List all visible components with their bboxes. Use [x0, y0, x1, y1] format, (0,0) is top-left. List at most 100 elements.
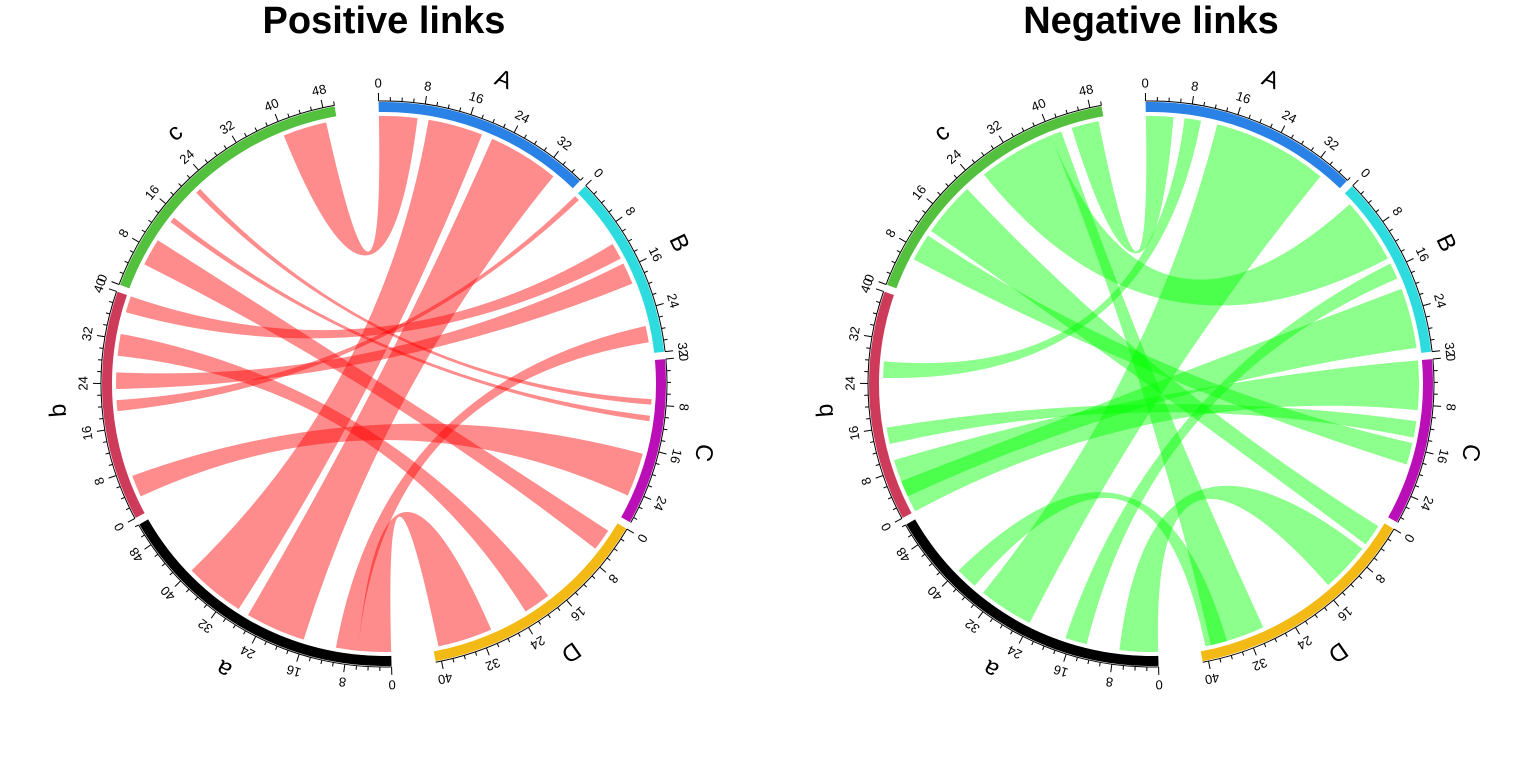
tick-mark	[547, 614, 551, 619]
tick-mark	[1010, 630, 1013, 635]
tick-mark	[655, 462, 660, 465]
tick-label: 32	[675, 342, 692, 358]
tick-mark	[1406, 258, 1414, 263]
tick-mark	[990, 145, 994, 150]
tick-mark	[186, 174, 191, 179]
tick-mark	[633, 249, 638, 252]
tick-mark	[922, 210, 926, 214]
tick-mark	[1301, 140, 1304, 145]
tick-mark	[264, 641, 267, 646]
tick-mark	[1422, 303, 1431, 307]
tick-mark	[203, 604, 208, 609]
tick-mark	[1400, 249, 1405, 252]
tick-mark	[608, 209, 613, 213]
tick-mark	[1252, 647, 1257, 656]
sector-track-C	[621, 359, 667, 523]
tick-label: 16	[1234, 88, 1252, 107]
tick-mark	[886, 271, 891, 275]
tick-mark	[1430, 338, 1435, 341]
tick-mark	[320, 659, 323, 665]
tick-mark	[869, 441, 875, 443]
tick-mark	[129, 250, 134, 253]
tick-mark	[1011, 132, 1014, 137]
tick-label: 24	[75, 376, 90, 390]
tick-mark	[663, 338, 668, 341]
tick-mark	[481, 114, 484, 119]
tick-label: 8	[1190, 78, 1199, 94]
tick-mark	[1373, 557, 1378, 561]
tick-mark	[878, 281, 887, 285]
tick-mark	[553, 150, 559, 158]
tick-mark	[639, 258, 647, 263]
tick-mark	[1100, 101, 1102, 106]
tick-mark	[613, 548, 618, 552]
tick-mark	[320, 99, 324, 108]
sector-label-a: a	[978, 654, 1003, 684]
tick-mark	[192, 163, 199, 171]
sector-b: 0 8 16 24 32 40 b	[811, 276, 912, 534]
tick-mark	[1032, 122, 1035, 127]
tick-label: 16	[646, 244, 666, 264]
tick-mark	[1280, 125, 1286, 133]
sector-track-b	[101, 291, 145, 518]
tick-mark	[872, 452, 877, 455]
tick-mark	[1428, 440, 1433, 442]
tick-mark	[1433, 405, 1442, 407]
tick-label: 40	[1204, 670, 1221, 688]
tick-mark	[638, 506, 643, 510]
tick-mark	[496, 643, 500, 648]
tick-mark	[286, 650, 289, 655]
tick-mark	[1290, 134, 1294, 139]
tick-mark	[601, 199, 605, 204]
tick-mark	[105, 312, 110, 315]
tick-mark	[1075, 657, 1078, 662]
tick-mark	[1418, 474, 1424, 477]
sector-axis-b	[867, 291, 903, 519]
tick-mark	[892, 507, 897, 511]
tick-mark	[1270, 123, 1273, 128]
tick-label: 8	[1105, 674, 1114, 690]
tick-mark	[543, 147, 547, 152]
tick-mark	[1432, 350, 1441, 353]
tick-mark	[1295, 627, 1300, 635]
tick-mark	[1342, 592, 1346, 596]
tick-mark	[928, 563, 933, 567]
tick-mark	[265, 122, 268, 127]
tick-mark	[1087, 659, 1090, 665]
sector-axis-C	[630, 358, 668, 523]
tick-label: 16	[467, 88, 485, 107]
sector-track-a	[906, 519, 1159, 667]
tick-mark	[424, 96, 427, 105]
tick-mark	[244, 132, 247, 137]
sector-track-A	[378, 101, 580, 189]
tick-mark	[174, 580, 182, 587]
tick-mark	[125, 507, 130, 511]
tick-mark	[1203, 101, 1206, 107]
tick-mark	[620, 538, 625, 542]
tick-mark	[1087, 99, 1091, 108]
tick-mark	[127, 517, 136, 523]
chart-title-negative: Negative links	[1023, 0, 1279, 42]
tick-mark	[1099, 662, 1101, 667]
tick-mark	[1422, 462, 1427, 465]
link-D-a	[958, 492, 1227, 647]
tick-mark	[441, 660, 444, 670]
sector-label-A: A	[491, 64, 516, 95]
tick-mark	[1410, 270, 1416, 274]
tick-mark	[591, 575, 596, 579]
tick-mark	[447, 104, 450, 109]
tick-mark	[204, 159, 208, 164]
link-B-b	[116, 263, 633, 390]
tick-mark	[528, 627, 533, 635]
tick-mark	[144, 544, 152, 550]
tick-mark	[1400, 517, 1405, 520]
tick-mark	[557, 607, 561, 612]
link-C-b	[886, 404, 1417, 444]
tick-mark	[921, 553, 926, 558]
sector-C: 0 8 16 24 C	[1388, 353, 1486, 523]
tick-mark	[648, 281, 653, 284]
tick-label: 32	[483, 655, 502, 674]
tick-mark	[1320, 150, 1326, 158]
tick-label: 32	[1321, 133, 1342, 154]
tick-label: 0	[1358, 165, 1374, 181]
